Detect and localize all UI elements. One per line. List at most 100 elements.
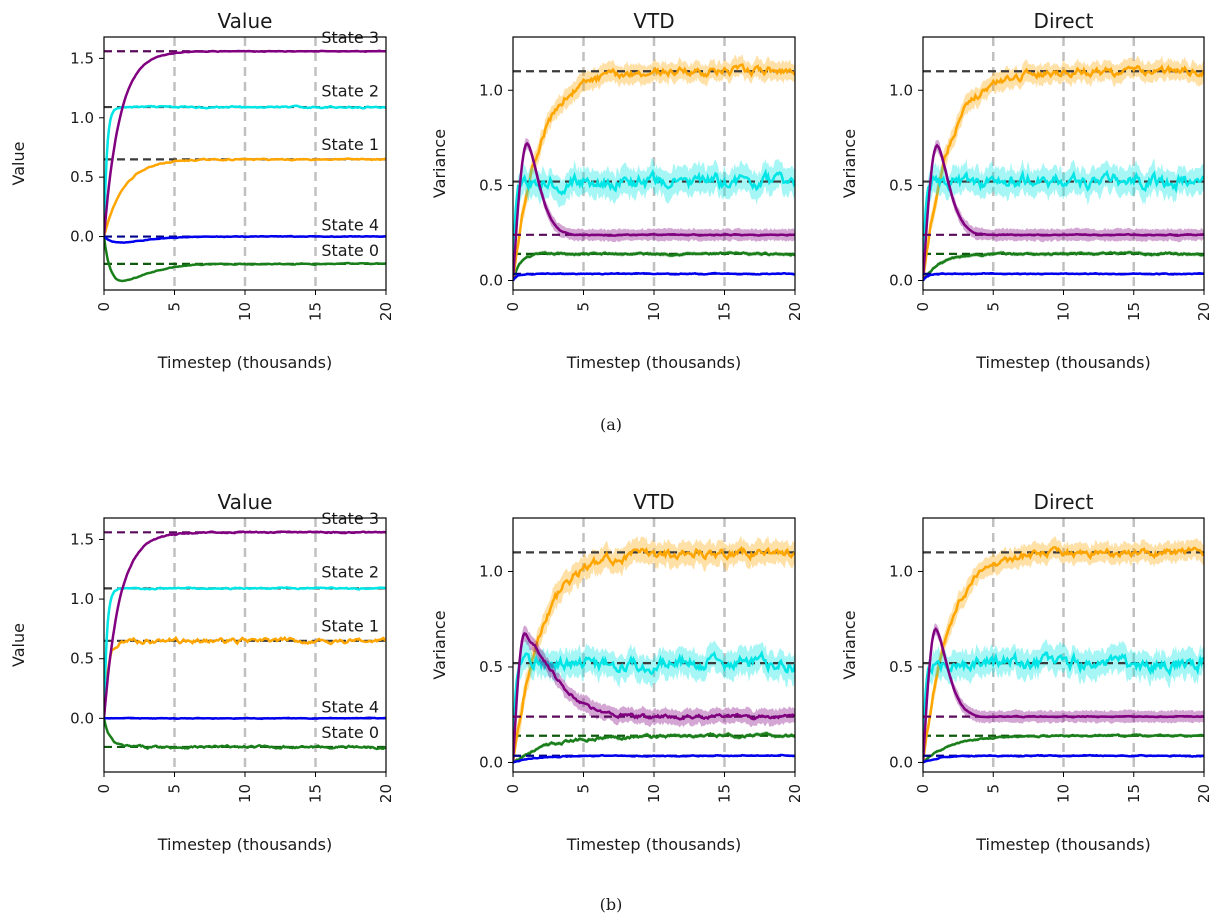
x-tick-label: 20 — [377, 302, 395, 321]
panel-a-vtd: VTD 0.0 0.5 1.0 0 5 10 15 20 Timestep (thousands)… — [430, 9, 804, 372]
x-tick-label: 10 — [1055, 784, 1073, 803]
series-line-state-2 — [923, 169, 1204, 281]
series-line-state-3 — [513, 141, 795, 281]
x-tick-label: 0 — [914, 302, 932, 312]
series-line-state-0 — [104, 236, 386, 283]
x-axis-label: Timestep (thousands) — [566, 353, 741, 372]
x-tick-label: 15 — [716, 302, 734, 321]
x-axis-label: Timestep (thousands) — [975, 835, 1150, 854]
y-tick-label: 0.0 — [889, 753, 913, 771]
y-axis-label: Variance — [430, 129, 449, 198]
x-tick-label: 0 — [95, 784, 113, 794]
y-tick-label: 0.0 — [479, 271, 503, 289]
band-state-1 — [923, 536, 1204, 765]
x-tick-label: 0 — [95, 302, 113, 312]
series-group — [513, 54, 795, 284]
x-tick-label: 15 — [1125, 784, 1143, 803]
series-line-state-4 — [104, 234, 386, 244]
x-axis-label: Timestep (thousands) — [566, 835, 741, 854]
series-line-state-4 — [923, 271, 1204, 282]
series-line-state-3 — [513, 631, 795, 763]
series-line-state-0 — [513, 731, 795, 764]
y-axis-label: Variance — [840, 129, 859, 198]
y-tick-label: 1.0 — [479, 562, 503, 580]
series-line-state-2 — [513, 649, 795, 763]
x-tick-label: 20 — [786, 784, 804, 803]
y-tick-label: 0.0 — [70, 228, 94, 246]
x-axis-label: Timestep (thousands) — [975, 353, 1150, 372]
panel-title: VTD — [633, 490, 674, 514]
series-line-state-3 — [923, 143, 1204, 281]
series-line-state-3 — [104, 49, 386, 237]
caption-a: (a) — [600, 415, 622, 434]
x-tick-label: 20 — [786, 302, 804, 321]
x-tick-label: 10 — [645, 302, 663, 321]
series-group — [923, 55, 1204, 284]
series-line-state-3 — [923, 627, 1204, 763]
y-axis-label: Value — [9, 623, 28, 667]
state-label: State 2 — [321, 81, 379, 100]
band-state-2 — [513, 157, 795, 284]
x-tick-label: 10 — [1055, 302, 1073, 321]
x-tick-label: 10 — [645, 784, 663, 803]
x-tick-label: 10 — [236, 784, 254, 803]
y-tick-label: 1.0 — [479, 81, 503, 99]
state-label: State 0 — [321, 241, 379, 260]
x-tick-label: 15 — [307, 784, 325, 803]
y-tick-label: 0.0 — [479, 753, 503, 771]
x-tick-label: 15 — [307, 302, 325, 321]
y-tick-label: 0.0 — [70, 709, 94, 727]
y-tick-label: 0.5 — [70, 168, 94, 186]
panel-b-vtd: VTD 0.0 0.5 1.0 0 5 10 15 20 Timestep (thousands)… — [430, 490, 804, 854]
band-state-1 — [513, 54, 795, 283]
series-line-state-4 — [923, 753, 1204, 764]
series-group — [104, 530, 386, 751]
series-line-state-0 — [923, 251, 1204, 282]
x-tick-label: 5 — [984, 302, 1002, 312]
y-axis-label: Variance — [840, 610, 859, 679]
series-line-state-2 — [923, 650, 1204, 763]
series-line-state-2 — [104, 586, 386, 719]
y-tick-label: 0.5 — [479, 176, 503, 194]
band-state-0 — [923, 732, 1204, 763]
series-line-state-2 — [104, 104, 386, 237]
y-tick-label: 1.5 — [70, 530, 94, 548]
x-tick-label: 5 — [984, 784, 1002, 794]
series-line-state-1 — [513, 63, 795, 281]
y-tick-label: 1.0 — [70, 109, 94, 127]
y-tick-label: 0.5 — [889, 658, 913, 676]
x-tick-label: 0 — [504, 302, 522, 312]
x-tick-label: 20 — [1195, 784, 1213, 803]
state-label: State 0 — [321, 723, 379, 742]
panel-title: Direct — [1034, 9, 1094, 33]
series-line-state-0 — [923, 733, 1204, 764]
x-tick-label: 15 — [716, 784, 734, 803]
x-tick-label: 5 — [166, 784, 184, 794]
x-tick-label: 10 — [236, 302, 254, 321]
series-line-state-1 — [923, 546, 1204, 763]
series-line-state-4 — [513, 271, 795, 282]
x-tick-label: 20 — [1195, 302, 1213, 321]
panel-title: Value — [218, 9, 273, 33]
band-state-1 — [923, 55, 1204, 283]
series-line-state-1 — [513, 545, 795, 763]
band-state-2 — [923, 639, 1204, 766]
y-tick-label: 1.0 — [70, 590, 94, 608]
state-label: State 2 — [321, 563, 379, 582]
panel-title: Direct — [1034, 490, 1094, 514]
y-tick-label: 1.0 — [889, 81, 913, 99]
series-line-state-1 — [923, 64, 1204, 281]
panel-title: VTD — [633, 9, 674, 33]
x-tick-label: 5 — [166, 302, 184, 312]
y-tick-label: 0.5 — [889, 176, 913, 194]
panel-title: Value — [218, 490, 273, 514]
y-tick-label: 0.5 — [70, 650, 94, 668]
series-line-state-0 — [513, 251, 795, 281]
y-tick-label: 0.0 — [889, 271, 913, 289]
series-line-state-1 — [104, 635, 386, 719]
x-tick-label: 0 — [914, 784, 932, 794]
series-line-state-3 — [104, 530, 386, 719]
band-state-1 — [513, 535, 795, 765]
